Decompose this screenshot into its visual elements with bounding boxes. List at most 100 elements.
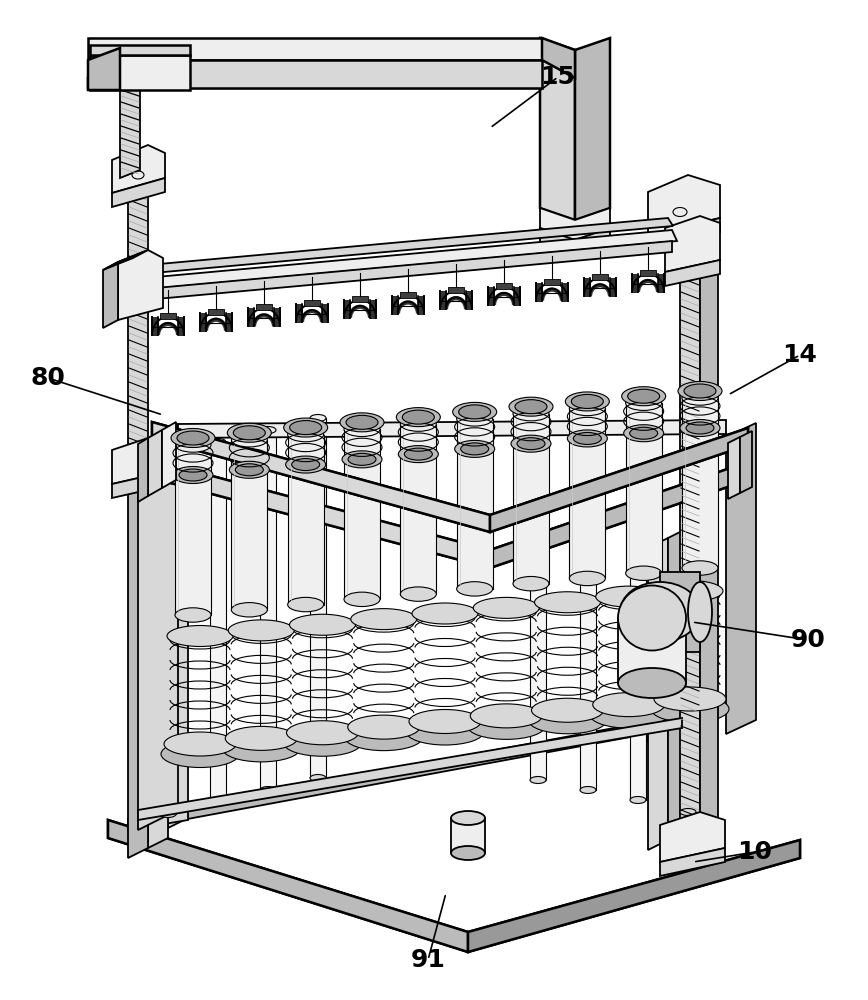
Ellipse shape: [179, 469, 207, 481]
Ellipse shape: [260, 426, 276, 434]
Polygon shape: [540, 38, 575, 220]
Ellipse shape: [287, 597, 324, 612]
Polygon shape: [103, 250, 148, 270]
Polygon shape: [626, 403, 661, 573]
Ellipse shape: [400, 417, 437, 431]
Polygon shape: [544, 279, 560, 285]
Polygon shape: [88, 78, 575, 88]
Text: 15: 15: [541, 65, 575, 89]
Polygon shape: [640, 270, 656, 276]
Ellipse shape: [287, 427, 324, 442]
Ellipse shape: [682, 561, 718, 575]
Polygon shape: [569, 408, 605, 578]
Polygon shape: [256, 304, 272, 310]
Polygon shape: [700, 195, 718, 845]
Polygon shape: [630, 440, 646, 800]
Polygon shape: [344, 300, 350, 318]
Polygon shape: [208, 309, 224, 315]
Polygon shape: [448, 287, 464, 293]
Ellipse shape: [210, 438, 226, 446]
Polygon shape: [152, 422, 748, 532]
Polygon shape: [128, 160, 148, 460]
Polygon shape: [580, 430, 596, 790]
Polygon shape: [152, 460, 490, 568]
Polygon shape: [536, 283, 542, 301]
Ellipse shape: [404, 448, 432, 460]
Text: 90: 90: [791, 628, 825, 652]
Ellipse shape: [310, 414, 326, 422]
Ellipse shape: [680, 420, 720, 436]
Ellipse shape: [177, 431, 209, 445]
Ellipse shape: [451, 846, 485, 860]
Ellipse shape: [470, 704, 542, 728]
Ellipse shape: [621, 387, 666, 406]
Polygon shape: [584, 278, 590, 296]
Polygon shape: [496, 283, 512, 289]
Polygon shape: [490, 462, 748, 568]
Ellipse shape: [678, 381, 722, 400]
Polygon shape: [145, 230, 677, 289]
Ellipse shape: [511, 435, 551, 452]
Polygon shape: [660, 572, 700, 652]
Polygon shape: [726, 423, 756, 734]
Ellipse shape: [344, 592, 380, 607]
Ellipse shape: [398, 446, 438, 463]
Ellipse shape: [515, 400, 547, 414]
Ellipse shape: [403, 410, 434, 424]
Polygon shape: [668, 528, 688, 840]
Polygon shape: [513, 414, 549, 584]
Ellipse shape: [457, 582, 493, 596]
Ellipse shape: [286, 721, 358, 745]
Polygon shape: [128, 718, 668, 830]
Polygon shape: [400, 292, 416, 298]
Polygon shape: [112, 145, 165, 193]
Polygon shape: [322, 304, 328, 322]
Polygon shape: [592, 274, 608, 280]
Ellipse shape: [629, 427, 658, 439]
Ellipse shape: [227, 423, 272, 442]
Ellipse shape: [513, 576, 549, 591]
Polygon shape: [728, 437, 740, 499]
Polygon shape: [392, 296, 398, 314]
Ellipse shape: [340, 413, 384, 432]
Ellipse shape: [620, 582, 700, 642]
Polygon shape: [466, 291, 472, 309]
Ellipse shape: [226, 726, 297, 750]
Ellipse shape: [397, 408, 440, 427]
Polygon shape: [540, 208, 610, 240]
Ellipse shape: [164, 732, 236, 756]
Polygon shape: [418, 296, 424, 314]
Ellipse shape: [684, 384, 716, 398]
Ellipse shape: [688, 582, 712, 642]
Polygon shape: [128, 450, 168, 470]
Ellipse shape: [595, 586, 661, 607]
Ellipse shape: [228, 620, 294, 641]
Ellipse shape: [657, 580, 723, 601]
Polygon shape: [344, 429, 380, 599]
Ellipse shape: [680, 808, 696, 816]
Ellipse shape: [574, 432, 602, 444]
Polygon shape: [226, 313, 232, 331]
Polygon shape: [112, 178, 165, 207]
Ellipse shape: [565, 392, 609, 411]
Polygon shape: [682, 398, 718, 568]
Polygon shape: [680, 195, 700, 850]
Polygon shape: [112, 472, 165, 498]
Polygon shape: [296, 304, 302, 322]
Polygon shape: [457, 419, 493, 589]
Polygon shape: [274, 308, 280, 326]
Ellipse shape: [286, 456, 326, 473]
Polygon shape: [451, 818, 485, 853]
Ellipse shape: [580, 786, 596, 794]
Ellipse shape: [406, 718, 484, 745]
Polygon shape: [530, 420, 546, 780]
Ellipse shape: [535, 592, 601, 613]
Polygon shape: [648, 720, 688, 742]
Ellipse shape: [348, 453, 376, 465]
Ellipse shape: [529, 707, 607, 734]
Ellipse shape: [624, 425, 664, 442]
Polygon shape: [440, 291, 446, 309]
Ellipse shape: [412, 603, 478, 624]
Ellipse shape: [348, 715, 420, 739]
Polygon shape: [118, 250, 163, 320]
